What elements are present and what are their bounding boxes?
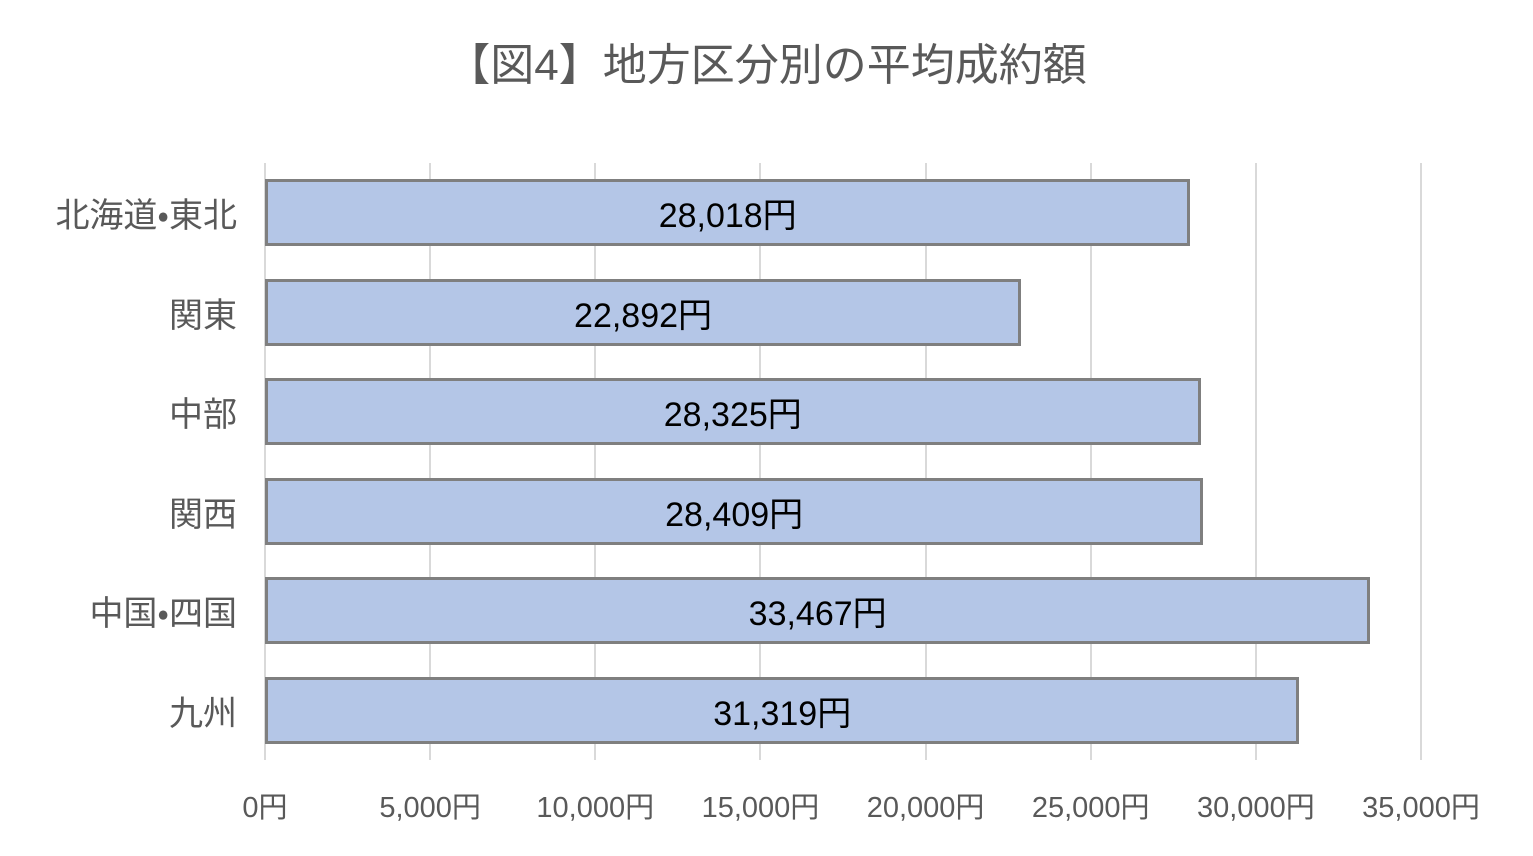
gridline [1089, 163, 1092, 760]
gridline [264, 163, 266, 760]
gridline [429, 163, 432, 760]
gridline [1420, 163, 1422, 760]
chart-title: 【図4】地方区分別の平均成約額 [446, 41, 1087, 90]
bar-value-label: 28,018円 [658, 197, 797, 236]
category-label: 関西 [169, 495, 237, 534]
bar-row: 22,892円 [265, 263, 1421, 363]
bar-value-label: 33,467円 [748, 595, 887, 634]
bar-value-label: 31,319円 [713, 694, 852, 733]
category-label: 中国・四国 [89, 595, 237, 634]
category-axis: 北海道・東北関東中部関西中国・四国九州 [0, 163, 237, 760]
category-label: 関東 [169, 296, 237, 335]
bar-value-label: 22,892円 [574, 296, 713, 335]
bar-row: 33,467円 [265, 561, 1421, 661]
bar-北海道・東北: 28,018円 [265, 179, 1191, 247]
bar-中国・四国: 33,467円 [265, 577, 1371, 645]
x-tick-label: 10,000円 [536, 792, 655, 824]
bar-value-label: 28,325円 [663, 396, 802, 435]
bars-layer: 28,018円 22,892円 28,325円 28,409円 33,467円 31,31… [265, 163, 1421, 760]
bar-row: 28,409円 [265, 462, 1421, 562]
bar-九州: 31,319円 [265, 676, 1300, 744]
bar-関東: 22,892円 [265, 278, 1022, 346]
plot-area: 28,018円 22,892円 28,325円 28,409円 33,467円 31,31… [264, 163, 1422, 760]
category-label: 中部 [169, 396, 237, 435]
category-label: 九州 [169, 694, 237, 733]
bar-row: 28,325円 [265, 362, 1421, 462]
x-tick-label: 35,000円 [1362, 792, 1480, 824]
bar-中部: 28,325円 [265, 378, 1201, 446]
x-tick-label: 0円 [242, 792, 288, 824]
x-tick-label: 20,000円 [866, 792, 985, 824]
bar-row: 28,018円 [265, 163, 1421, 263]
category-label: 北海道・東北 [55, 197, 237, 236]
gridline [924, 163, 927, 760]
x-tick-label: 25,000円 [1031, 792, 1150, 824]
value-axis: 0円 5,000円 10,000円 15,000円 20,000円 25,000円 30,0… [242, 760, 1479, 830]
gridline [759, 163, 762, 760]
gridline [1254, 163, 1257, 760]
x-tick-label: 15,000円 [701, 792, 820, 824]
bar-row: 31,319円 [265, 661, 1421, 761]
bar-関西: 28,409円 [265, 477, 1204, 545]
bar-value-label: 28,409円 [665, 495, 804, 534]
gridline [594, 163, 597, 760]
x-tick-label: 30,000円 [1196, 792, 1315, 824]
x-tick-label: 5,000円 [379, 792, 481, 824]
